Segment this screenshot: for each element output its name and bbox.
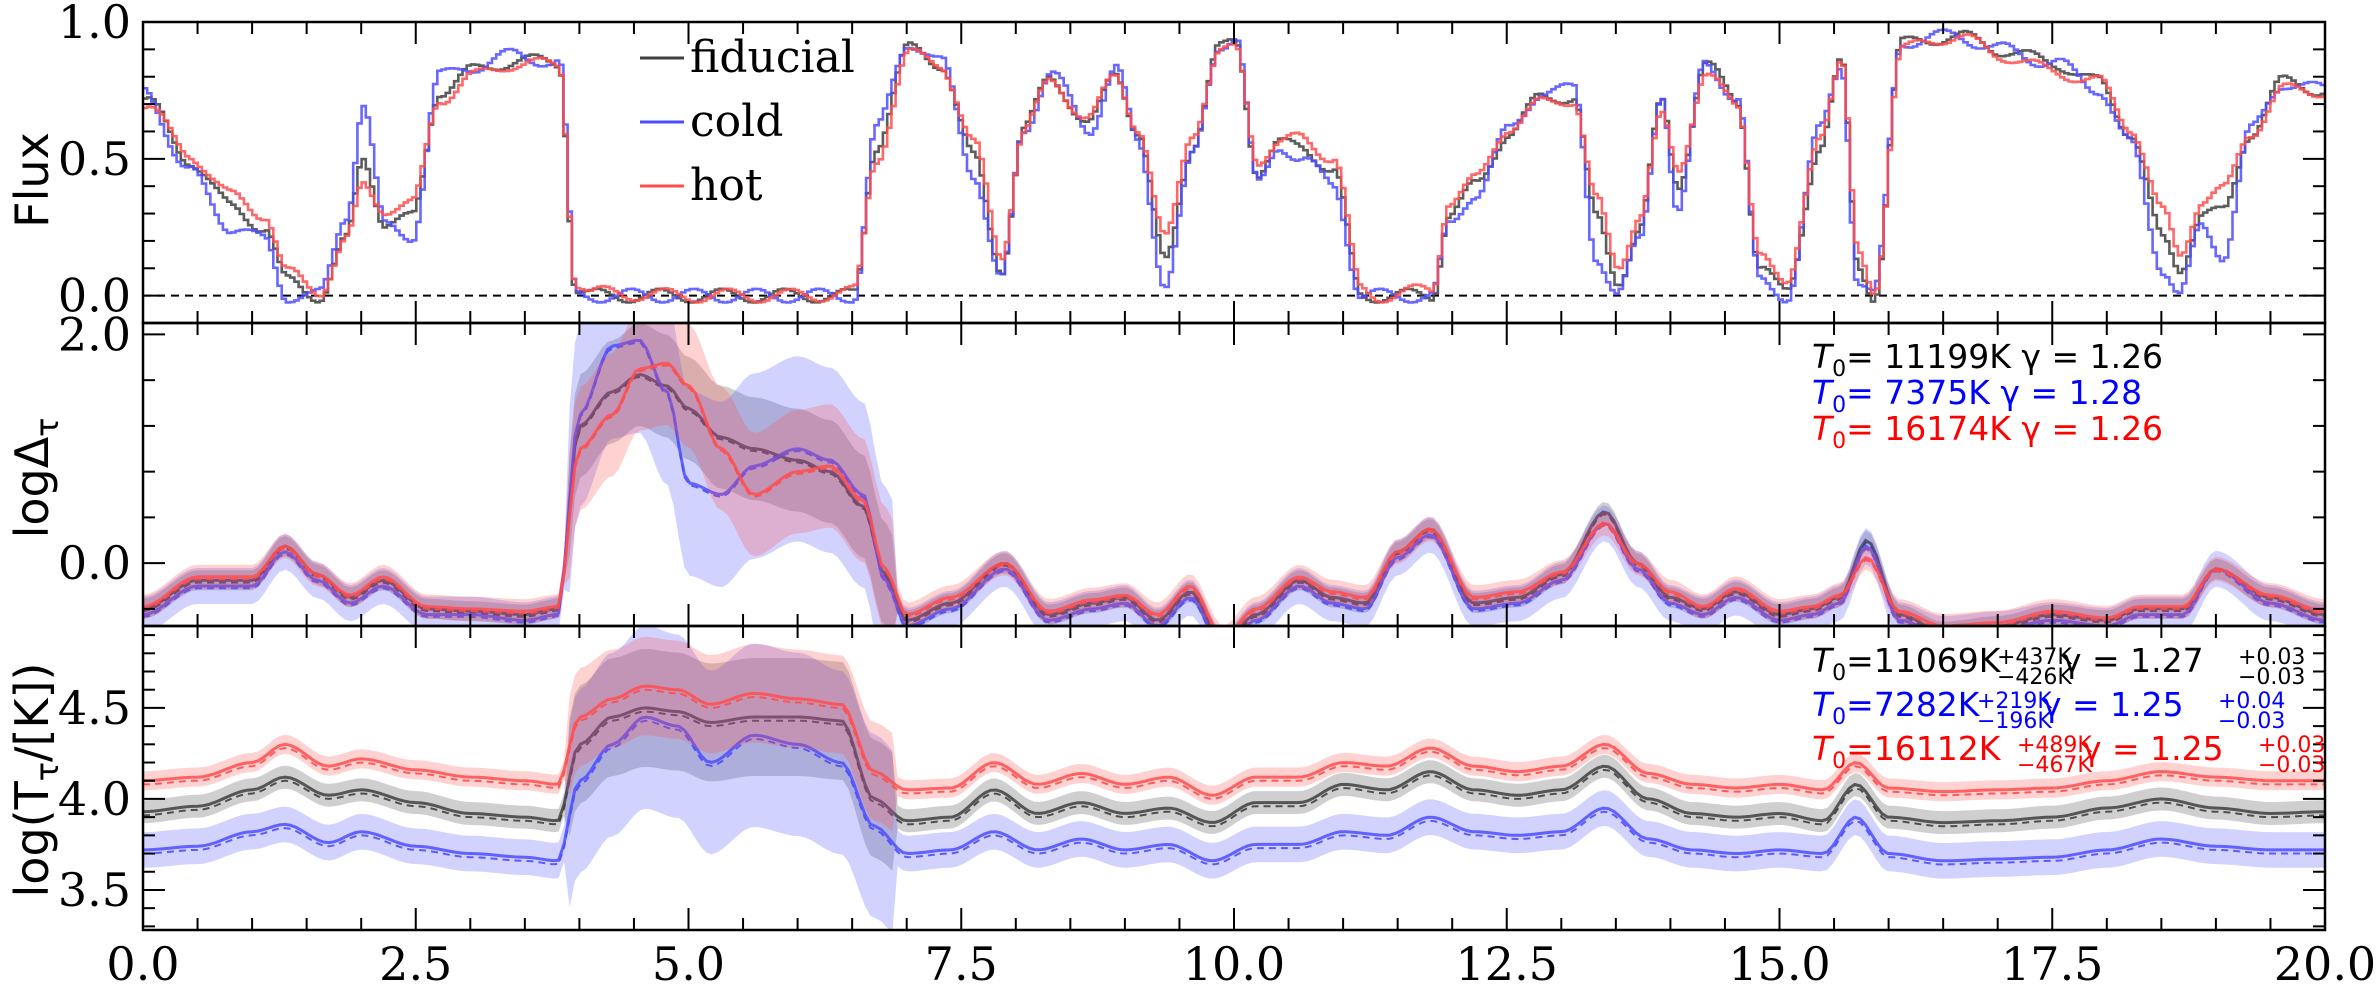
line-fiducial (143, 372, 2325, 626)
line-cold (143, 715, 2325, 863)
x-tick-label: 0.0 (106, 937, 179, 984)
temperature-annotation-fiducial-g-err: +0.03 (2238, 645, 2305, 670)
temperature-annotation-cold-g-err-low: −0.03 (2218, 709, 2285, 734)
x-tick-label: 2.5 (379, 937, 452, 984)
y-tick-label: 2.0 (58, 307, 131, 361)
density-annotations: T0= 11199K γ = 1.26 T0= 7375K γ = 1.28 T… (1812, 337, 2163, 454)
line-fiducial (143, 706, 2325, 825)
flux-line-cold (143, 28, 2325, 304)
temperature-annotation-fiducial-g-err-low: −0.03 (2238, 665, 2305, 690)
x-tick-label: 7.5 (925, 937, 998, 984)
temperature-ylabel: log(Tτ/[K]) (5, 663, 66, 898)
x-tick-label: 15.0 (1728, 937, 1830, 984)
density-annotation-cold: T0= 7375K γ = 1.28 (1812, 373, 2142, 418)
x-tick-label: 12.5 (1456, 937, 1558, 984)
y-tick-label: 3.5 (58, 863, 131, 917)
line-hot (143, 684, 2325, 797)
y-tick-label: 4.0 (58, 772, 131, 826)
temperature-annotation-fiducial-gamma: γ = 1.27 (2062, 641, 2204, 680)
x-tick-label: 20.0 (2274, 937, 2376, 984)
median-cold (143, 341, 2325, 626)
temperature-annotation-fiducial-t0-err: +437K (1997, 645, 2072, 670)
legend: fiducial cold hot (640, 32, 855, 211)
y-tick-label: 1.0 (58, 0, 131, 49)
median-cold (143, 719, 2325, 866)
median-fiducial (143, 710, 2325, 828)
flux-line-hot (143, 33, 2325, 304)
x-tick-label: 5.0 (652, 937, 725, 984)
flux-ylabel: Flux (5, 132, 59, 228)
band-hot (143, 636, 2325, 832)
legend-label-cold: cold (690, 96, 783, 147)
density-ylabel: logΔτ (5, 418, 66, 539)
y-tick-label: 4.5 (58, 681, 131, 735)
line-cold (143, 339, 2325, 626)
band-fiducial (143, 649, 2325, 871)
flux-panel: 0.0 0.5 1.0 (58, 0, 2327, 325)
temperature-annotations: T0=11069K +437K −426K γ = 1.27 +0.03 −0.… (1812, 641, 2325, 778)
y-tick-label: 0.0 (58, 269, 131, 323)
median-fiducial (143, 375, 2325, 626)
legend-label-fiducial: fiducial (690, 32, 855, 83)
temperature-annotation-cold-t0-err-low: −196K (1977, 709, 2052, 734)
temperature-annotation-hot-t0-err: +489K (2017, 733, 2092, 758)
temperature-annotation-hot-gamma: γ = 1.25 (2082, 729, 2224, 768)
temperature-panel: 3.5 4.0 4.5 0.0 2.5 5.0 7.5 10.0 12.5 15.0 17.5 20.… (58, 624, 2376, 984)
temperature-annotation-hot: T0=16112K (1812, 729, 2002, 774)
band-cold (143, 323, 2325, 626)
temperature-annotation-fiducial-t0-err-low: −426K (1997, 665, 2072, 690)
band-hot (143, 323, 2325, 626)
temperature-annotation-cold-gamma: γ = 1.25 (2042, 685, 2184, 724)
legend-label-hot: hot (690, 160, 763, 211)
temperature-annotation-cold-t0-err: +219K (1977, 689, 2052, 714)
density-panel: 0.0 2.0 (58, 307, 2327, 628)
density-annotation-hot: T0= 16174K γ = 1.26 (1812, 409, 2163, 454)
x-tick-label: 10.0 (1183, 937, 1285, 984)
temperature-annotation-fiducial: T0=11069K (1812, 641, 2002, 686)
density-annotation-fiducial: T0= 11199K γ = 1.26 (1812, 337, 2163, 382)
y-tick-label: 0.0 (58, 536, 131, 590)
temperature-annotation-hot-g-err-low: −0.03 (2258, 753, 2325, 778)
temperature-annotation-hot-t0-err-low: −467K (2017, 753, 2092, 778)
temperature-annotation-cold-g-err: +0.04 (2218, 689, 2285, 714)
y-tick-label: 0.5 (58, 132, 131, 186)
x-tick-label: 17.5 (2001, 937, 2103, 984)
band-fiducial (143, 323, 2325, 626)
temperature-annotation-cold: T0=7282K (1812, 685, 1981, 730)
temperature-annotation-hot-g-err: +0.03 (2258, 733, 2325, 758)
